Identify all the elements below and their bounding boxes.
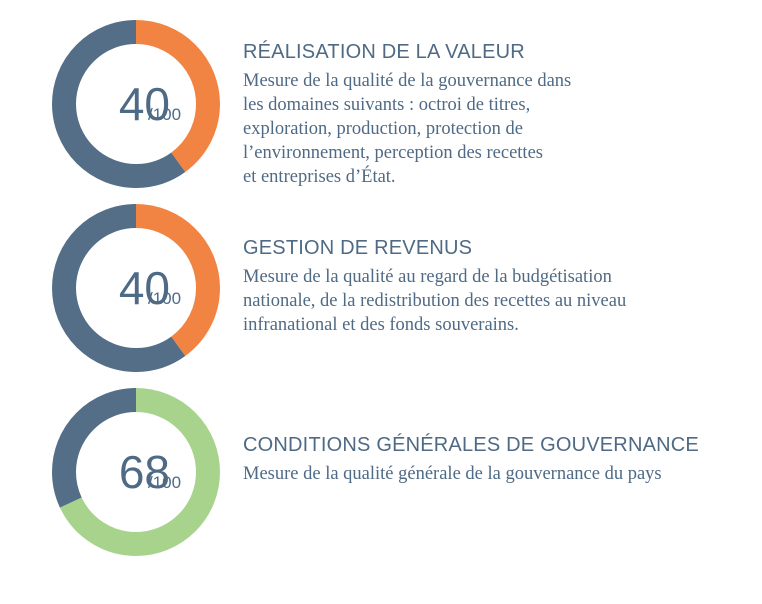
description-line: infranational et des fonds souverains. bbox=[243, 315, 519, 335]
indicator-text: RÉALISATION DE LA VALEUR Mesure de la qu… bbox=[243, 39, 743, 189]
donut-slice-remainder bbox=[52, 204, 220, 372]
score-max: /100 bbox=[148, 105, 181, 124]
description-line: Mesure de la qualité au regard de la bud… bbox=[243, 267, 612, 287]
donut-slice-remainder bbox=[52, 20, 220, 188]
indicator-title: RÉALISATION DE LA VALEUR bbox=[243, 41, 525, 63]
description-line: exploration, production, protection de bbox=[243, 119, 523, 139]
donut-chart: 40 /100 bbox=[52, 20, 220, 188]
score-max: /100 bbox=[148, 473, 181, 492]
description-line: nationale, de la redistribution des rece… bbox=[243, 291, 627, 311]
indicator-description: Mesure de la qualité au regard de la bud… bbox=[243, 265, 743, 337]
donut-slices bbox=[52, 20, 220, 188]
score-value: 68 bbox=[119, 446, 170, 498]
indicator-title: GESTION DE REVENUS bbox=[243, 237, 473, 259]
description-line: Mesure de la qualité de la gouvernance d… bbox=[243, 71, 572, 91]
donut-slices bbox=[52, 204, 220, 372]
donut-svg: 40 /100 bbox=[52, 20, 220, 188]
donut-slice-remainder bbox=[52, 388, 220, 556]
indicator-title: CONDITIONS GÉNÉRALES DE GOUVERNANCE bbox=[243, 434, 699, 456]
score-value: 40 bbox=[119, 262, 170, 314]
indicator-text: GESTION DE REVENUS Mesure de la qualité … bbox=[243, 235, 743, 337]
donut-svg: 40 /100 bbox=[52, 204, 220, 372]
description-line: l’environnement, perception des recettes bbox=[243, 143, 543, 163]
indicator-description: Mesure de la qualité de la gouvernance d… bbox=[243, 69, 743, 189]
description-line: et entreprises d’État. bbox=[243, 167, 396, 187]
donut-slices bbox=[52, 388, 220, 556]
donut-chart: 40 /100 bbox=[52, 204, 220, 372]
indicator-description: Mesure de la qualité générale de la gouv… bbox=[243, 462, 743, 486]
score-value: 40 bbox=[119, 78, 170, 130]
score-max: /100 bbox=[148, 289, 181, 308]
indicator-text: CONDITIONS GÉNÉRALES DE GOUVERNANCE Mesu… bbox=[243, 432, 743, 486]
donut-chart: 68 /100 bbox=[52, 388, 220, 556]
description-line: Mesure de la qualité générale de la gouv… bbox=[243, 464, 662, 484]
description-line: les domaines suivants : octroi de titres… bbox=[243, 95, 531, 115]
donut-svg: 68 /100 bbox=[52, 388, 220, 556]
